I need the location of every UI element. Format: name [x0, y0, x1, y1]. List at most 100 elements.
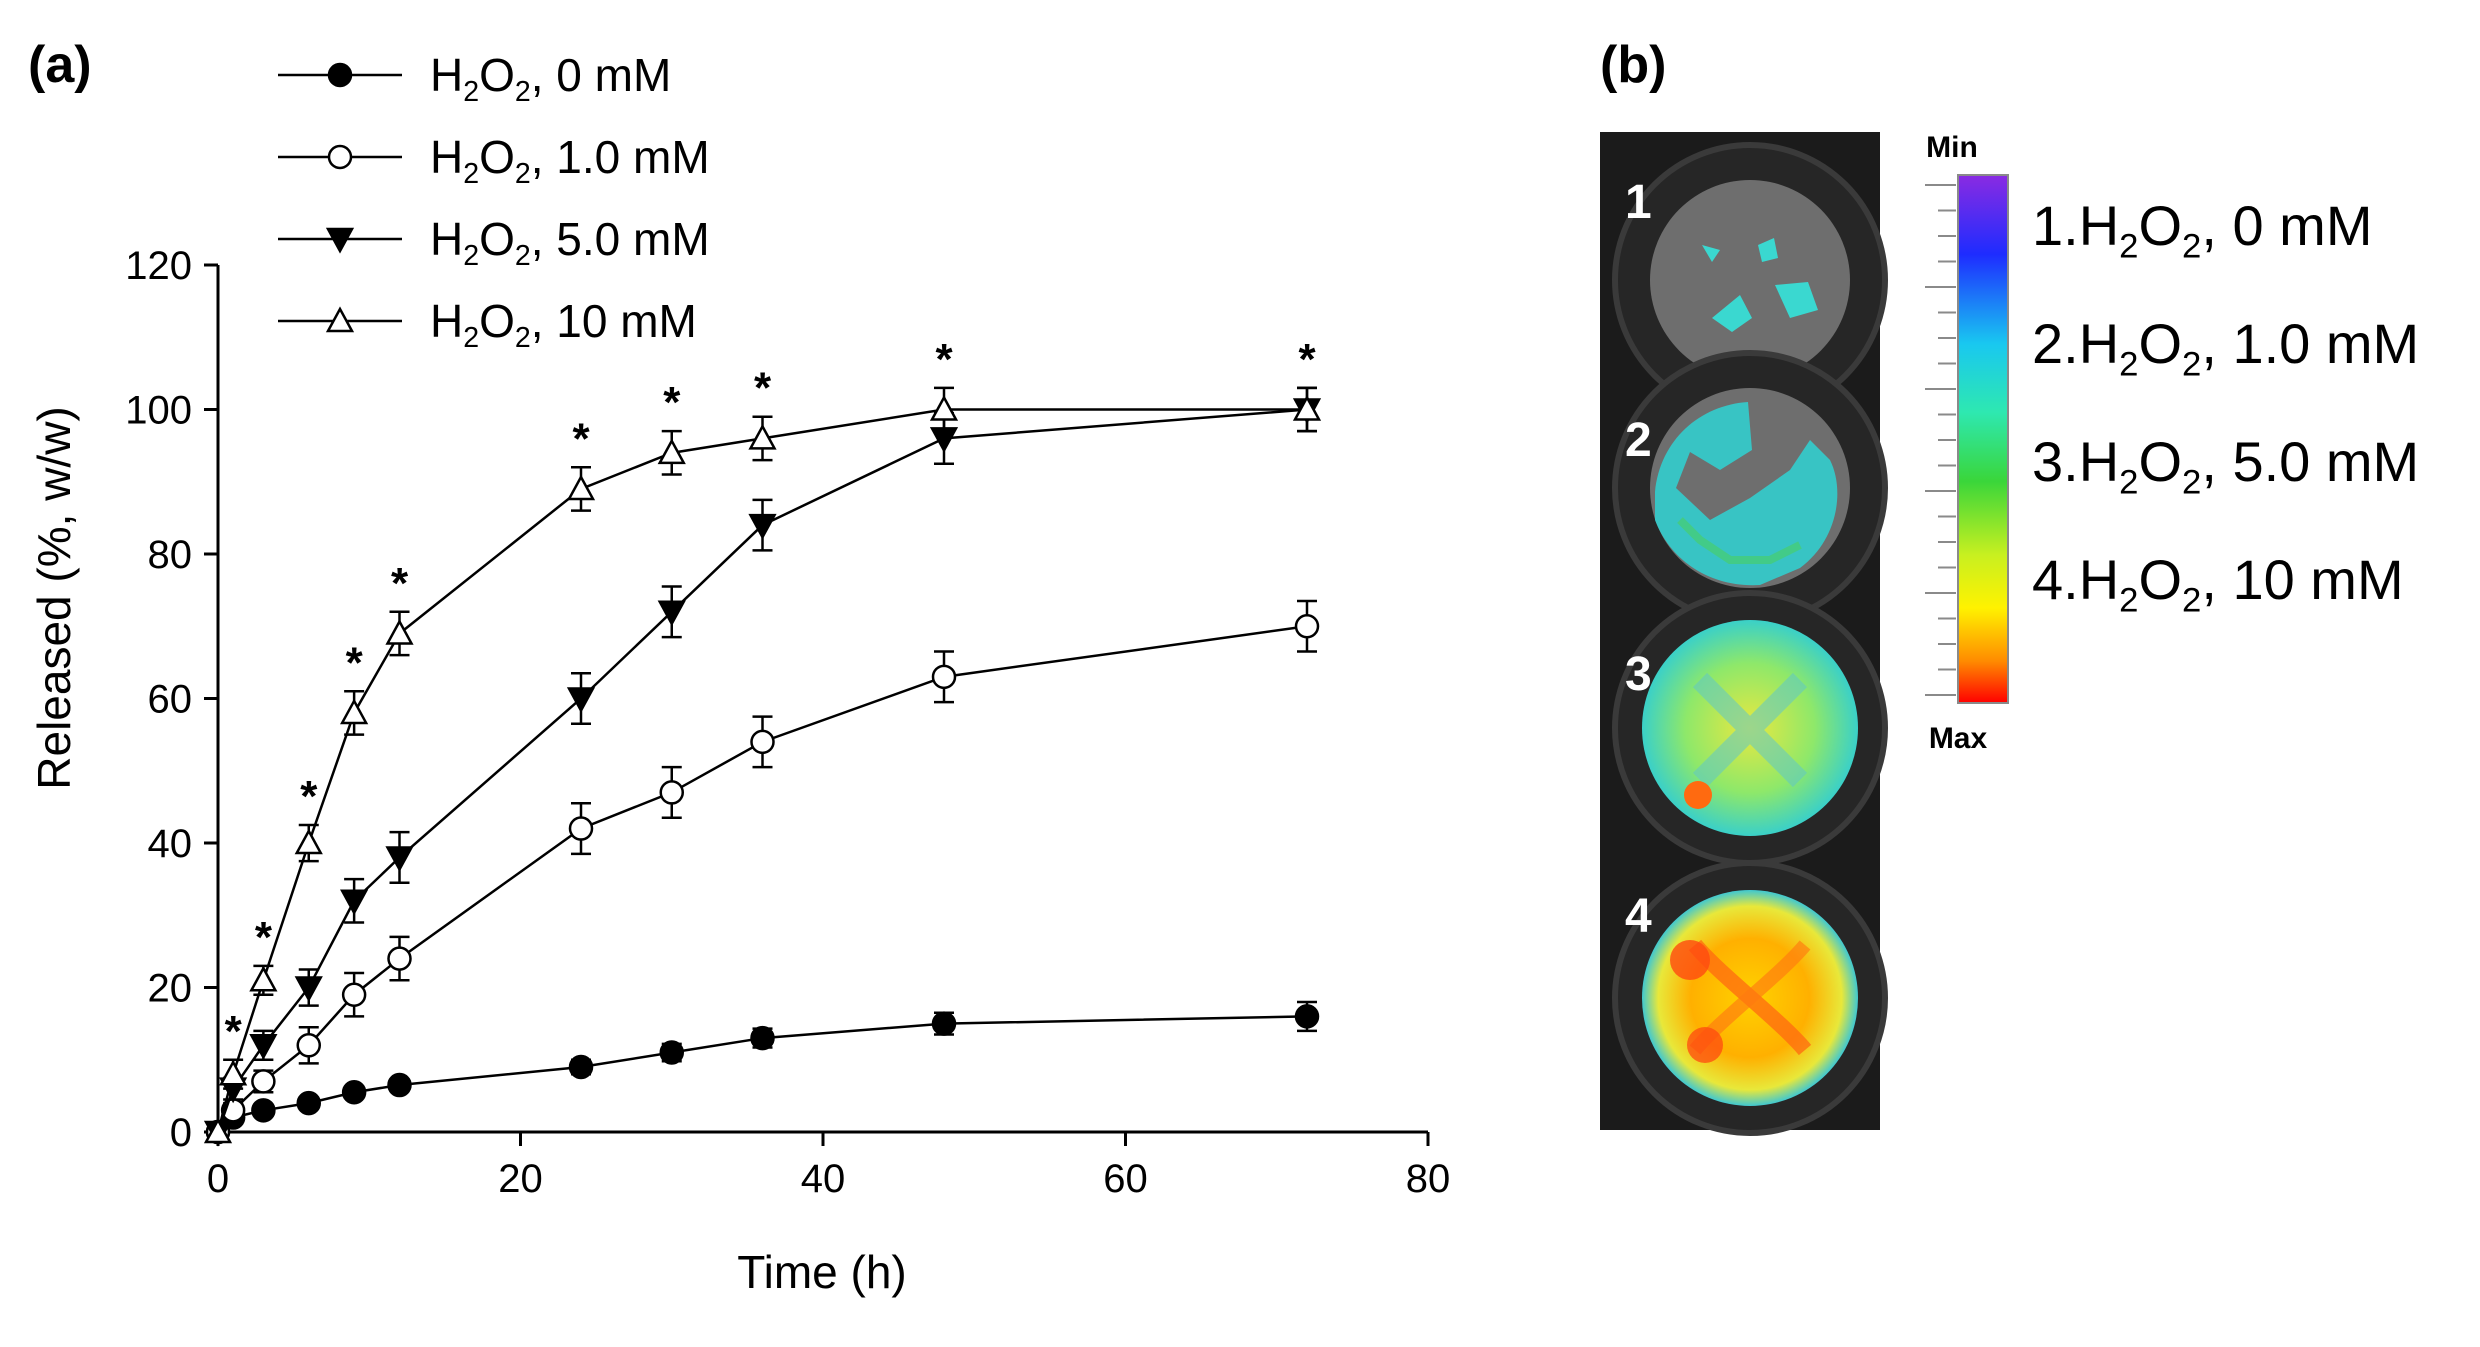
significance-asterisk: *: [935, 335, 953, 384]
data-point: [387, 946, 412, 971]
y-tick-label: 60: [148, 678, 193, 722]
significance-asterisk: *: [225, 1007, 243, 1056]
legend-b-entry: 1.H2O2, 0 mM: [2032, 194, 2372, 265]
significance-markers: ******* ** *: [225, 335, 1317, 1056]
significance-asterisk: *: [572, 414, 590, 463]
data-point: [748, 513, 777, 540]
data-point: [251, 1069, 276, 1094]
well-4: [1612, 860, 1888, 1136]
data-point: [249, 965, 278, 992]
data-point: [750, 1025, 775, 1051]
color-scale-bar: Min Max: [1925, 131, 2009, 755]
significance-asterisk: *: [663, 378, 681, 427]
data-point: [568, 1054, 594, 1080]
data-point: [657, 438, 686, 465]
data-point: [659, 780, 684, 805]
well-number-3: 3: [1625, 648, 1652, 701]
colorbar-ticks: [1925, 184, 1956, 696]
legend-a-text: H2O2, 0 mM: [430, 49, 671, 108]
data-point: [657, 600, 686, 627]
panel-b-label: (b): [1600, 36, 1666, 94]
data-point: [1294, 614, 1320, 639]
data-series: [203, 386, 1322, 1147]
legend-marker: [327, 144, 353, 170]
significance-asterisk: *: [346, 638, 364, 687]
x-tick-label: 80: [1406, 1157, 1451, 1201]
well-2: [1612, 350, 1888, 626]
legend-a-text: H2O2, 5.0 mM: [430, 213, 710, 272]
well-1: [1612, 142, 1888, 418]
x-axis-label: Time (h): [737, 1246, 907, 1298]
data-point: [1294, 1004, 1320, 1029]
y-tick-label: 40: [148, 822, 193, 866]
data-point: [931, 664, 957, 690]
significance-asterisk: *: [754, 364, 772, 413]
significance-asterisk: *: [1298, 335, 1316, 384]
data-point: [385, 618, 414, 645]
series-1: [205, 599, 1320, 1145]
data-point: [748, 423, 777, 450]
data-point: [249, 1034, 278, 1060]
legend-b-entry: 4.H2O2, 10 mM: [2032, 548, 2404, 619]
x-tick-label: 0: [207, 1157, 229, 1201]
legend-b-entry: 2.H2O2, 1.0 mM: [2032, 312, 2419, 383]
well-3: [1612, 590, 1888, 866]
data-point: [340, 889, 369, 916]
well-number-2: 2: [1625, 414, 1652, 467]
data-point: [566, 687, 596, 714]
x-tick-label: 20: [498, 1157, 543, 1201]
plot-axes: 0 20 40 60 80 0 20 40 60 80 100 120: [125, 244, 1450, 1201]
data-point: [203, 1117, 233, 1144]
y-tick-label: 120: [125, 244, 192, 288]
data-point: [931, 1011, 957, 1036]
data-point: [341, 1080, 367, 1105]
colorbar-max-label: Max: [1929, 722, 1988, 755]
legend-b-entry: 3.H2O2, 5.0 mM: [2032, 430, 2419, 501]
data-point: [750, 729, 775, 755]
series-3: [203, 386, 1322, 1144]
colorbar-min-label: Min: [1926, 131, 1978, 164]
well-number-4: 4: [1625, 890, 1652, 943]
data-point: [568, 816, 594, 841]
colorbar-gradient: [1957, 174, 2009, 704]
panel-b-legend: 1.H2O2, 0 mM 2.H2O2, 1.0 mM 3.H2O2, 5.0 mM…: [2032, 194, 2419, 619]
well-number-1: 1: [1625, 176, 1652, 229]
y-tick-label: 0: [170, 1111, 192, 1155]
y-tick-label: 100: [125, 389, 192, 433]
data-point: [659, 1040, 684, 1065]
x-tick-label: 60: [1103, 1157, 1148, 1201]
legend-a-entry: H2O2, 5.0 mM: [278, 213, 710, 272]
data-point: [566, 474, 596, 501]
legend-marker: [325, 227, 355, 254]
data-point: [294, 976, 323, 1003]
data-point: [387, 1072, 412, 1098]
panel-a-legend: H2O2, 0 mM H2O2, 1.0 mM H2O2, 5.0 mM H2O2, …: [278, 49, 710, 354]
legend-marker: [325, 306, 355, 333]
data-point: [1292, 394, 1322, 421]
x-tick-label: 40: [801, 1157, 846, 1201]
data-point: [296, 1033, 321, 1058]
significance-asterisk: *: [391, 559, 409, 608]
data-point: [294, 828, 323, 855]
y-axis-label: Released (%, w/w): [28, 406, 80, 789]
data-point: [929, 394, 959, 421]
significance-asterisk: *: [300, 772, 318, 821]
series-0: [205, 1000, 1320, 1145]
legend-a-entry: H2O2, 10 mM: [278, 295, 697, 354]
significance-asterisk: *: [255, 913, 273, 962]
series-line: [216, 625, 1308, 1133]
legend-a-text: H2O2, 1.0 mM: [430, 131, 710, 190]
legend-a-entry: H2O2, 1.0 mM: [278, 131, 710, 190]
y-tick-label: 20: [148, 967, 193, 1011]
well-plate-image: 1 2 3 4: [1600, 132, 1888, 1136]
data-point: [296, 1090, 321, 1116]
legend-marker: [327, 62, 353, 88]
data-point: [385, 846, 414, 873]
data-point: [341, 982, 367, 1007]
data-point: [251, 1098, 276, 1123]
legend-a-text: H2O2, 10 mM: [430, 295, 697, 354]
data-point: [219, 1059, 248, 1086]
legend-a-entry: H2O2, 0 mM: [278, 49, 671, 108]
